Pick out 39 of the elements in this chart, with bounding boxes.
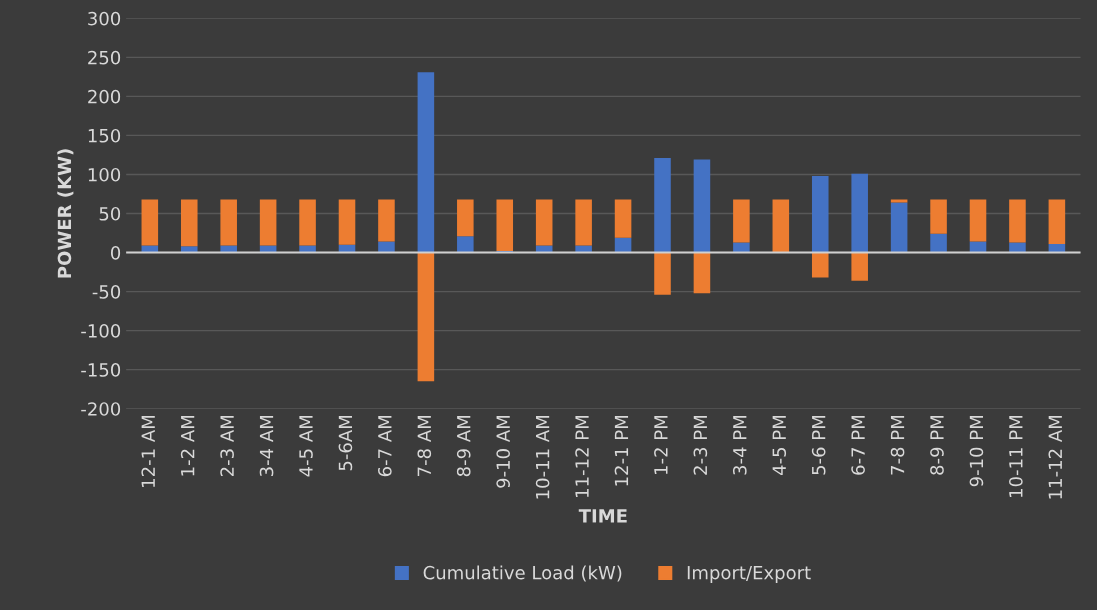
y-tick-label: 50 — [99, 206, 121, 221]
x-tick-label: 4-5 AM — [299, 416, 313, 477]
x-tick-label: 6-7 AM — [378, 416, 392, 477]
y-tick-label: -50 — [92, 285, 121, 299]
y-tick-label: -150 — [81, 363, 121, 377]
x-tick-label: 11-12 PM — [575, 416, 589, 497]
x-tick-label: 1-2 AM — [180, 416, 195, 476]
x-tick-label: 4-5 PM — [772, 416, 787, 476]
x-tick-label: 5-6 PM — [811, 416, 826, 475]
x-tick-label: 9-10 PM — [969, 416, 984, 487]
x-tick-label: 8-9 PM — [930, 416, 944, 475]
y-tick-label: -200 — [81, 402, 121, 416]
x-tick-label: 10-11 PM — [1009, 416, 1023, 497]
x-tick-label: 3-4 PM — [732, 416, 747, 475]
y-tick-label: 300 — [88, 11, 121, 26]
x-tick-label: 5-6AM — [338, 416, 353, 471]
x-tick-label: 2-3 AM — [220, 416, 234, 477]
x-tick-label: 11-12 AM — [1048, 416, 1062, 499]
legend-label: Import/Export — [687, 566, 811, 583]
x-tick-label: 8-9 AM — [456, 416, 471, 477]
x-tick-label: 3-4 AM — [259, 416, 274, 477]
y-tick-label: 200 — [88, 89, 121, 104]
y-tick-label: 0 — [111, 246, 121, 260]
x-tick-label: 12-1 PM — [614, 416, 629, 486]
x-axis-title: TIME — [578, 509, 627, 523]
y-tick-label: 250 — [88, 50, 121, 65]
y-tick-label: 150 — [88, 128, 121, 143]
x-tick-label: 10-11 AM — [535, 416, 550, 499]
x-tick-label: 7-8 PM — [890, 416, 905, 475]
x-tick-label: 6-7 PM — [851, 416, 865, 475]
x-tick-label: 1-2 PM — [654, 416, 668, 474]
x-tick-label: 9-10 AM — [496, 416, 510, 488]
legend-label: Cumulative Load (kW) — [423, 565, 622, 582]
y-axis-title: POWER (KW) — [57, 149, 74, 278]
x-tick-label: 12-1 AM — [141, 416, 155, 487]
x-tick-label: 2-3 PM — [693, 416, 708, 475]
x-tick-label: 7-8 AM — [417, 416, 432, 476]
y-tick-label: -100 — [81, 324, 121, 338]
y-tick-label: 100 — [88, 167, 121, 182]
